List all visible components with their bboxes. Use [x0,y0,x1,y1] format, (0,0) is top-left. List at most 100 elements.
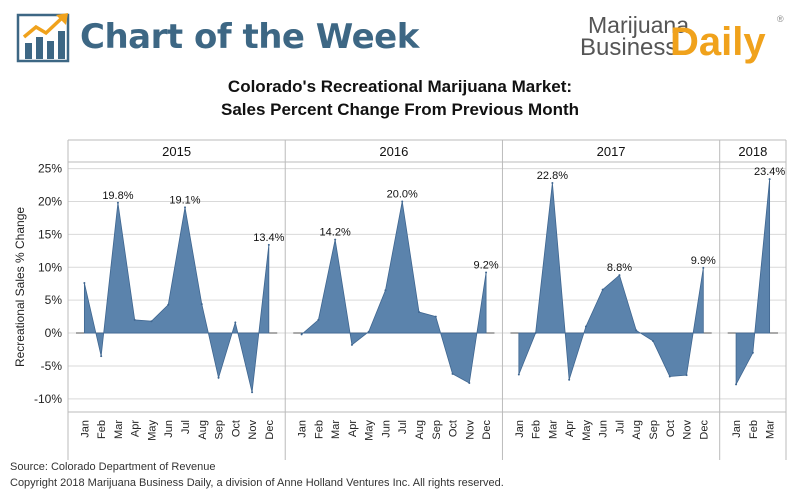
chart-title: Colorado's Recreational Marijuana Market… [227,77,573,96]
y-tick-label: 15% [38,227,62,241]
logo-registered-mark: ® [777,14,784,24]
x-tick-label: Nov [464,420,476,440]
x-tick-label: Nov [682,420,694,440]
x-tick-label: May [364,420,376,441]
data-label: 19.8% [102,190,133,202]
data-point [317,318,320,321]
y-tick-label: 0% [45,326,63,340]
data-point [668,375,671,378]
area-chart: 25% 20% 15% 10% 5% 0% -5% -10% Recreational Sale… [13,139,787,460]
data-point [551,182,554,185]
area-series-2015 [83,202,270,393]
x-tick-label: Apr [130,420,142,437]
x-tick-label: Feb [748,420,760,439]
data-point [768,178,771,181]
x-tick-label: Dec [698,420,710,440]
y-axis-label: Recreational Sales % Change [13,207,27,367]
x-tick-label: Feb [96,420,108,439]
data-point [334,238,337,241]
x-tick-label: Oct [448,420,460,437]
data-label: 8.8% [607,262,632,274]
x-tick-label: Dec [264,420,276,440]
data-point [584,325,587,328]
y-tick-label: -10% [34,392,62,406]
logo-daily: Daily [670,20,766,64]
data-point [184,206,186,209]
data-point [451,372,454,375]
panel-year-label: 2018 [738,144,767,159]
x-tick-label: Jan [297,420,309,438]
data-point [468,382,471,385]
area-series-2017 [518,183,704,380]
data-label: 13.4% [253,232,284,244]
data-point [350,343,353,346]
data-point [83,282,86,285]
data-point [133,318,136,321]
x-tick-label: Aug [414,420,426,440]
data-point [635,329,638,332]
data-point [618,274,621,277]
chart-subtitle: Sales Percent Change From Previous Month [220,100,580,119]
bar-chart-logo-icon [16,13,70,63]
logo-business: Business [580,34,678,61]
data-point [568,378,571,381]
data-point [234,321,237,324]
x-tick-label: Aug [631,420,643,440]
x-tick-label: Mar [113,420,125,439]
data-point [300,333,303,336]
data-point [702,266,705,269]
data-label: 22.8% [537,170,568,182]
x-tick-label: Jan [79,420,91,438]
panel-year-label: 2016 [379,144,408,159]
data-point [116,201,119,204]
x-tick-label: Sep [648,420,660,440]
x-tick-label: Dec [481,420,493,440]
y-tick-label: 25% [38,162,62,176]
data-point [367,330,370,333]
x-tick-label: Apr [347,420,359,437]
data-point [434,315,437,318]
panel-year-label: 2015 [162,144,191,159]
source-note: Source: Colorado Department of Revenue [10,461,216,473]
data-label: 19.1% [169,194,200,206]
data-point [150,320,153,323]
data-point [751,351,754,354]
data-point [217,376,220,379]
x-tick-label: Mar [765,420,777,439]
x-tick-label: Oct [665,420,677,437]
x-tick-label: Jun [598,420,610,438]
x-tick-label: Jan [731,420,743,438]
data-point [601,288,604,291]
y-tick-label: 20% [38,194,62,208]
data-label: 14.2% [320,227,351,239]
x-tick-label: Jun [163,420,175,438]
chart-of-the-week-title: Chart of the Week [80,17,419,57]
x-tick-label: Mar [547,420,559,439]
data-point [401,200,404,203]
x-tick-label: Oct [230,420,242,437]
y-tick-label: 10% [38,260,62,274]
data-point [167,303,170,306]
x-tick-label: Jul [397,420,409,434]
x-tick-label: Feb [531,420,543,439]
data-point [485,271,488,274]
data-point [735,383,738,386]
y-tick-label: 5% [45,293,63,307]
data-point [685,374,688,377]
data-point [384,289,387,292]
data-point [200,303,203,306]
y-tick-label: -5% [41,359,63,373]
x-tick-label: Sep [431,420,443,440]
data-label: 9.9% [691,255,716,267]
x-tick-label: Jul [614,420,626,434]
logo-marijuana: Marijuana [588,12,689,38]
x-tick-label: Sep [214,420,226,440]
data-point [534,332,537,335]
panel-year-label: 2017 [597,144,626,159]
x-tick-label: Mar [330,420,342,439]
data-label: 20.0% [387,188,418,200]
x-tick-label: May [146,420,158,441]
x-tick-label: Jan [514,420,526,438]
x-tick-label: Jun [380,420,392,438]
data-point [418,311,420,313]
